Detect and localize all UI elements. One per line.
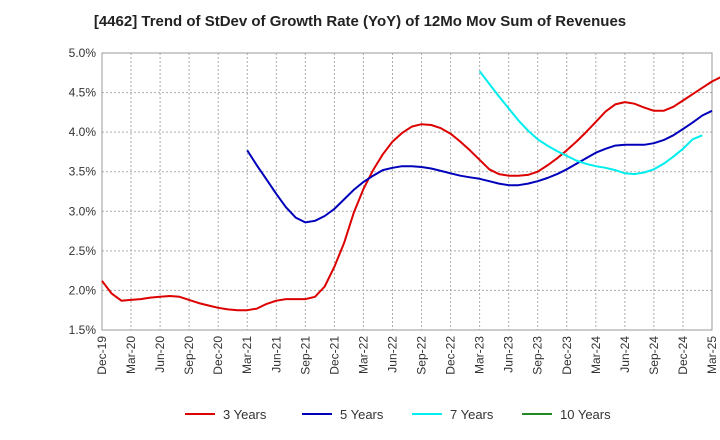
- x-tick-label: Dec-20: [211, 336, 225, 375]
- series-layer: [101, 70, 720, 312]
- x-tick-label: Dec-23: [560, 336, 574, 375]
- x-tick-label: Sep-22: [415, 336, 429, 375]
- legend-label: 5 Years: [340, 407, 384, 422]
- series-line-5-years: [246, 109, 713, 224]
- y-tick-label: 3.0%: [69, 204, 97, 218]
- x-tick-label: Mar-24: [589, 336, 603, 374]
- y-tick-label: 1.5%: [69, 323, 97, 337]
- y-tick-label: 5.0%: [69, 46, 97, 60]
- x-tick-label: Mar-22: [356, 336, 370, 374]
- x-tick-label: Mar-23: [473, 336, 487, 374]
- x-tick-label: Jun-20: [153, 336, 167, 373]
- x-tick-label: Mar-21: [240, 336, 254, 374]
- x-tick-label: Dec-21: [327, 336, 341, 375]
- series-line-3-years: [101, 76, 720, 312]
- legend-label: 7 Years: [450, 407, 494, 422]
- chart-title: [4462] Trend of StDev of Growth Rate (Yo…: [94, 13, 626, 30]
- y-tick-label: 3.5%: [69, 165, 97, 179]
- x-tick-label: Dec-24: [676, 336, 690, 375]
- plot-frame: [101, 52, 713, 331]
- x-tick-label: Sep-20: [182, 336, 196, 375]
- x-tick-label: Mar-20: [124, 336, 138, 374]
- y-axis-ticks: 1.5% 2.0% 2.5% 3.0% 3.5% 4.0% 4.5% 5.0%: [69, 46, 97, 337]
- x-tick-label: Dec-22: [444, 336, 458, 375]
- x-tick-label: Dec-19: [95, 336, 109, 375]
- x-tick-label: Jun-23: [502, 336, 516, 373]
- legend-label: 3 Years: [223, 407, 267, 422]
- x-tick-label: Sep-21: [298, 336, 312, 375]
- x-tick-label: Jun-22: [385, 336, 399, 373]
- legend: 3 Years 5 Years 7 Years 10 Years: [185, 407, 611, 422]
- x-tick-label: Jun-24: [618, 336, 632, 373]
- x-tick-label: Mar-25: [705, 336, 719, 374]
- y-tick-label: 4.5%: [69, 86, 97, 100]
- x-tick-label: Sep-24: [647, 336, 661, 375]
- y-tick-label: 2.0%: [69, 283, 97, 297]
- series-line-7-years: [478, 70, 703, 176]
- y-tick-label: 4.0%: [69, 125, 97, 139]
- x-tick-label: Sep-23: [531, 336, 545, 375]
- x-axis-ticks: Dec-19 Mar-20 Jun-20 Sep-20 Dec-20 Mar-21 Jun-…: [95, 336, 719, 375]
- legend-label: 10 Years: [560, 407, 611, 422]
- grid-layer: [102, 53, 712, 330]
- x-tick-label: Jun-21: [269, 336, 283, 373]
- y-tick-label: 2.5%: [69, 244, 97, 258]
